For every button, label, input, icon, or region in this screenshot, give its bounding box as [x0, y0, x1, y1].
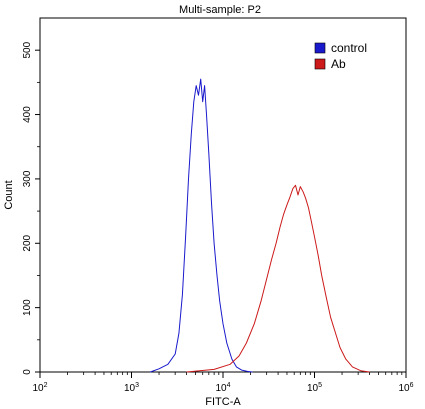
x-tick-exponent: 5: [318, 382, 322, 389]
x-tick-base: 10: [32, 383, 44, 394]
legend: control Ab: [314, 41, 367, 71]
x-tick-exponent: 2: [44, 382, 48, 389]
y-tick-label: 300: [22, 170, 33, 187]
series-layer: [150, 78, 370, 373]
y-tick-label: 0: [22, 369, 33, 375]
y-axis-ticks: 0 100 200 300 400 500: [22, 41, 40, 375]
series-line-ab: [186, 184, 370, 373]
x-axis-ticks: 102 103 104 105 106: [32, 372, 414, 394]
x-tick-label: 103: [124, 382, 139, 394]
x-tick-label: 102: [32, 382, 47, 394]
legend-label-ab: Ab: [331, 57, 346, 71]
series-line-control: [150, 78, 253, 373]
x-tick-base: 10: [124, 383, 136, 394]
x-tick-label: 106: [398, 382, 413, 394]
y-axis-label: Count: [3, 180, 15, 209]
x-tick-label: 104: [215, 382, 230, 394]
plot-frame: [39, 17, 407, 373]
x-tick-base: 10: [398, 383, 410, 394]
x-tick-exponent: 6: [410, 382, 414, 389]
x-tick-base: 10: [307, 383, 319, 394]
legend-swatch-ab: [314, 58, 326, 70]
y-tick-label: 100: [22, 299, 33, 316]
legend-swatch-control: [314, 42, 326, 54]
x-axis-label: FITC-A: [205, 396, 241, 408]
chart-title: Multi-sample: P2: [179, 4, 261, 16]
x-tick-exponent: 3: [135, 382, 139, 389]
y-tick-label: 200: [22, 234, 33, 251]
x-tick-exponent: 4: [227, 382, 231, 389]
y-tick-label: 400: [22, 106, 33, 123]
legend-label-control: control: [331, 41, 367, 55]
x-tick-label: 105: [307, 382, 322, 394]
y-tick-label: 500: [22, 41, 33, 58]
x-tick-base: 10: [215, 383, 227, 394]
